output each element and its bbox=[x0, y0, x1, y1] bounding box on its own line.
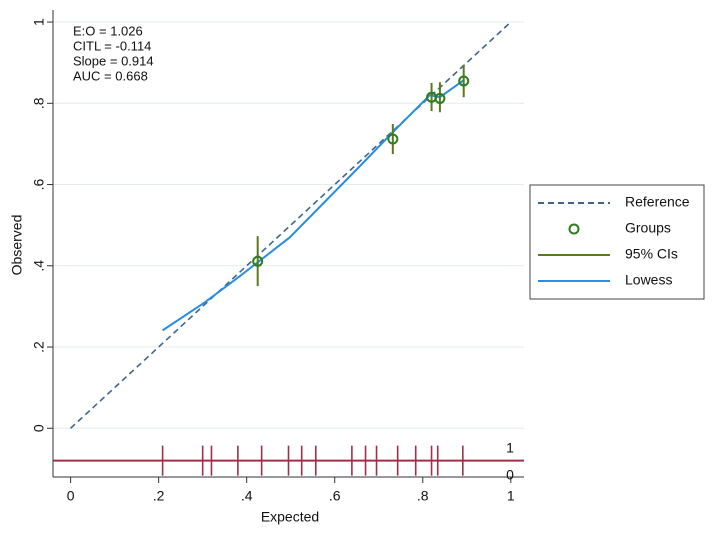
x-tick-label: 1 bbox=[507, 488, 515, 504]
series-line bbox=[162, 79, 465, 332]
y-axis-label: Observed bbox=[9, 215, 25, 276]
x-tick-label: .4 bbox=[241, 488, 253, 504]
y-tick-label: .6 bbox=[31, 178, 47, 190]
y-tick-label: .2 bbox=[31, 341, 47, 353]
annotation: E:O = 1.026 bbox=[73, 23, 143, 38]
rug-label: 0 bbox=[506, 466, 514, 482]
group-point bbox=[434, 92, 446, 104]
x-tick-label: .6 bbox=[329, 488, 341, 504]
y-tick-label: 1 bbox=[31, 18, 47, 26]
legend-label: Reference bbox=[625, 194, 690, 210]
y-tick-label: .4 bbox=[31, 260, 47, 272]
x-tick-label: .2 bbox=[153, 488, 165, 504]
group-point bbox=[458, 75, 470, 87]
legend-label: Lowess bbox=[625, 272, 672, 288]
y-tick-label: .8 bbox=[31, 97, 47, 109]
x-axis-label: Expected bbox=[261, 509, 319, 525]
legend-label: 95% CIs bbox=[625, 246, 678, 262]
x-tick-label: 0 bbox=[67, 488, 75, 504]
legend-symbol bbox=[568, 223, 580, 235]
x-tick-label: .8 bbox=[417, 488, 429, 504]
legend-label: Groups bbox=[625, 220, 671, 236]
y-tick-label: 0 bbox=[31, 424, 47, 432]
group-point bbox=[387, 133, 399, 145]
rug-label: 1 bbox=[506, 439, 514, 455]
group-point bbox=[252, 255, 264, 267]
annotation: AUC = 0.668 bbox=[73, 68, 148, 83]
annotation: CITL = -0.114 bbox=[73, 38, 151, 53]
annotation: Slope = 0.914 bbox=[73, 53, 154, 68]
